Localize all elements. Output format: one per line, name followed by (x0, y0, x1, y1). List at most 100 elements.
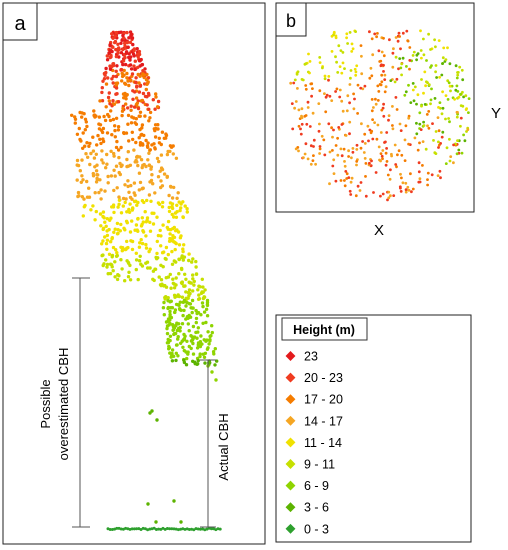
point (331, 135, 334, 139)
legend-label: 6 - 9 (304, 479, 329, 493)
point (395, 77, 399, 81)
point (110, 77, 114, 81)
point (323, 153, 327, 157)
legend-title-box (281, 317, 368, 341)
point (370, 98, 374, 101)
point (83, 128, 88, 132)
point (417, 180, 421, 184)
point (159, 166, 164, 170)
point (444, 162, 448, 166)
point (75, 163, 79, 167)
point (204, 320, 208, 325)
point (304, 87, 308, 91)
point (170, 204, 174, 209)
point (129, 32, 133, 37)
point (196, 527, 200, 531)
point (397, 67, 400, 71)
point (138, 110, 143, 115)
point (370, 159, 373, 163)
point (105, 54, 110, 58)
point (112, 168, 116, 172)
point (101, 214, 105, 219)
point (179, 520, 183, 524)
point (127, 190, 131, 194)
point (411, 54, 415, 57)
point (390, 152, 393, 156)
point (111, 99, 115, 103)
point (347, 149, 350, 153)
point (130, 130, 134, 134)
point (117, 155, 121, 160)
point (325, 93, 329, 97)
point (119, 222, 123, 227)
point (404, 188, 408, 192)
point (134, 76, 138, 80)
point (129, 108, 133, 113)
point (380, 80, 384, 84)
point (133, 193, 137, 197)
point (89, 151, 93, 156)
point (130, 115, 134, 119)
point (133, 228, 137, 232)
point (349, 69, 353, 72)
point (202, 310, 207, 314)
panel-a-label-box (2, 2, 38, 41)
point (156, 175, 161, 179)
possible-cbh-label-line1: Possible (38, 379, 53, 428)
point (336, 153, 340, 157)
point (195, 336, 199, 340)
point (157, 141, 162, 145)
point (399, 186, 402, 190)
point (128, 63, 133, 67)
point (198, 527, 202, 531)
point (115, 277, 120, 282)
point (352, 92, 355, 96)
point (388, 38, 391, 42)
legend-label: 20 - 23 (304, 371, 343, 385)
point (110, 32, 114, 36)
point (121, 62, 125, 67)
point (107, 91, 112, 95)
point (125, 157, 129, 162)
point (182, 243, 186, 247)
point (191, 277, 195, 281)
point (166, 219, 171, 224)
point (101, 263, 105, 268)
point (386, 173, 390, 177)
point (399, 172, 402, 176)
point (146, 141, 150, 145)
point (89, 208, 93, 212)
point (387, 114, 391, 117)
y-axis-label: Y (491, 105, 501, 122)
point (146, 158, 150, 162)
point (127, 83, 131, 88)
point (82, 112, 86, 116)
point (100, 149, 104, 153)
point (181, 247, 185, 251)
point (76, 194, 80, 199)
point (456, 139, 459, 143)
point (184, 277, 188, 281)
point (148, 220, 152, 224)
point (426, 171, 430, 175)
point (91, 171, 96, 176)
point (153, 191, 157, 195)
point (103, 220, 107, 224)
point (138, 143, 143, 147)
point (161, 223, 165, 227)
point (429, 98, 433, 102)
point (109, 174, 114, 178)
point (302, 156, 305, 160)
point (398, 57, 402, 60)
point (153, 127, 157, 132)
point (439, 176, 442, 180)
point (107, 252, 112, 256)
point (105, 265, 109, 269)
point (181, 258, 185, 262)
point (338, 88, 342, 92)
point (352, 107, 356, 111)
point (189, 346, 193, 351)
point (383, 78, 387, 81)
point (370, 74, 374, 78)
